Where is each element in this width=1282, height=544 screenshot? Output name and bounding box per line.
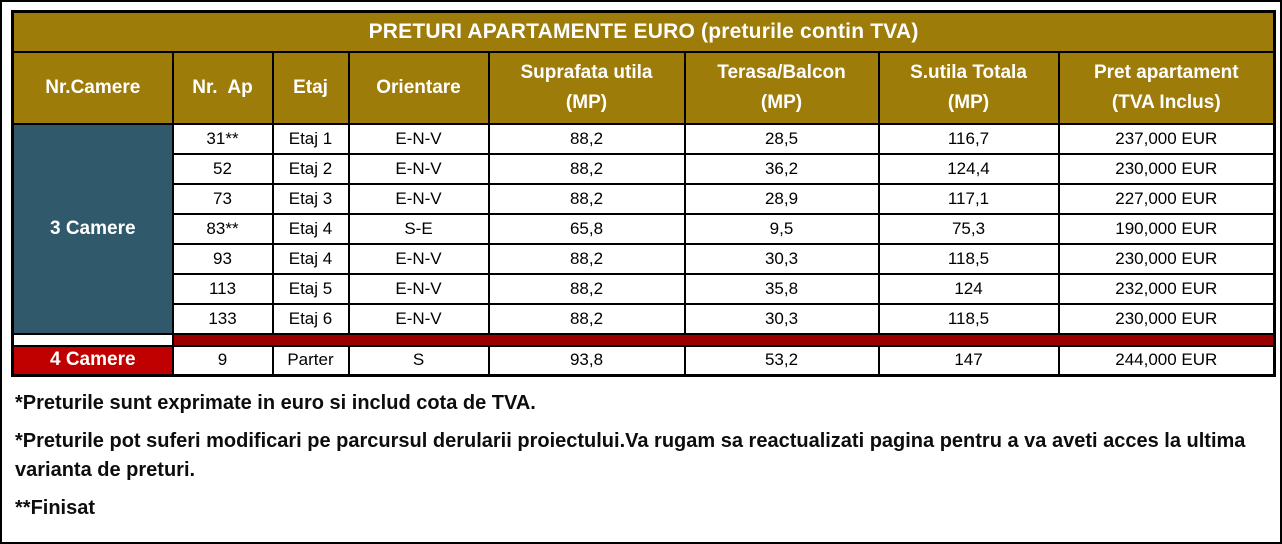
cell-etaj: Etaj 6 [271, 302, 350, 335]
table-row: 83** Etaj 4 S-E 65,8 9,5 75,3 190,000 EU… [13, 212, 1276, 245]
cell-terasa-balcon: 28,5 [683, 122, 880, 155]
cell-sutila-totala: 147 [877, 344, 1060, 377]
separator-bar [171, 332, 1276, 347]
cell-orientare: S-E [347, 212, 490, 245]
cell-pret: 237,000 EUR [1057, 122, 1276, 155]
cell-etaj: Etaj 4 [271, 212, 350, 245]
table-row: 73 Etaj 3 E-N-V 88,2 28,9 117,1 227,000 … [13, 182, 1276, 215]
header-line: S.utila Totala [910, 62, 1027, 84]
cell-sutila-totala: 118,5 [877, 302, 1060, 335]
separator-row [11, 332, 1276, 347]
column-header-terasa-balcon: Terasa/Balcon (MP) [683, 50, 880, 125]
column-header-suprafata-utila: Suprafata utila (MP) [487, 50, 686, 125]
apartment-price-table: PRETURI APARTAMENTE EURO (preturile cont… [11, 10, 1277, 377]
header-line: Orientare [376, 76, 461, 98]
group-label-4-camere: 4 Camere [11, 344, 174, 377]
table-row: 93 Etaj 4 E-N-V 88,2 30,3 118,5 230,000 … [13, 242, 1276, 275]
cell-terasa-balcon: 53,2 [683, 344, 880, 377]
cell-etaj: Etaj 5 [271, 272, 350, 305]
header-line: (TVA Inclus) [1111, 91, 1221, 113]
cell-orientare: E-N-V [347, 242, 490, 275]
table-row: 4 Camere 9 Parter S 93,8 53,2 147 244,00… [11, 344, 1276, 377]
header-line: Pret apartament [1093, 62, 1239, 84]
table-row: 113 Etaj 5 E-N-V 88,2 35,8 124 232,000 E… [13, 272, 1276, 305]
cell-suprafata-utila: 88,2 [487, 302, 686, 335]
cell-terasa-balcon: 36,2 [683, 152, 880, 185]
header-line: Nr. Ap [192, 76, 253, 98]
cell-pret: 230,000 EUR [1057, 242, 1276, 275]
cell-nr-ap: 133 [171, 302, 274, 335]
group-label-3-camere: 3 Camere [11, 122, 174, 335]
cell-terasa-balcon: 30,3 [683, 242, 880, 275]
column-header-pret-apartament: Pret apartament (TVA Inclus) [1057, 50, 1276, 125]
header-line: (MP) [565, 91, 608, 113]
cell-etaj: Etaj 4 [271, 242, 350, 275]
column-header-etaj: Etaj [271, 50, 350, 125]
cell-suprafata-utila: 88,2 [487, 152, 686, 185]
cell-suprafata-utila: 88,2 [487, 122, 686, 155]
separator-spacer [11, 332, 174, 347]
header-line: (MP) [947, 91, 990, 113]
cell-pret: 230,000 EUR [1057, 152, 1276, 185]
table-row: 133 Etaj 6 E-N-V 88,2 30,3 118,5 230,000… [13, 302, 1276, 335]
table-title: PRETURI APARTAMENTE EURO (preturile cont… [11, 10, 1276, 53]
table-row: 52 Etaj 2 E-N-V 88,2 36,2 124,4 230,000 … [13, 152, 1276, 185]
header-row: Nr.Camere Nr. Ap Etaj Orientare Suprafat… [11, 50, 1276, 125]
header-line: Etaj [293, 76, 328, 98]
cell-sutila-totala: 124,4 [877, 152, 1060, 185]
column-header-nr-ap: Nr. Ap [171, 50, 274, 125]
footnote-tva: *Preturile sunt exprimate in euro si inc… [15, 392, 536, 414]
column-header-nr-camere: Nr.Camere [11, 50, 174, 125]
cell-pret: 232,000 EUR [1057, 272, 1276, 305]
cell-orientare: E-N-V [347, 272, 490, 305]
header-line: Nr.Camere [45, 76, 141, 98]
cell-orientare: E-N-V [347, 182, 490, 215]
cell-orientare: E-N-V [347, 302, 490, 335]
cell-nr-ap: 52 [171, 152, 274, 185]
cell-terasa-balcon: 35,8 [683, 272, 880, 305]
cell-sutila-totala: 124 [877, 272, 1060, 305]
cell-orientare: E-N-V [347, 122, 490, 155]
cell-pret: 230,000 EUR [1057, 302, 1276, 335]
cell-orientare: E-N-V [347, 152, 490, 185]
cell-nr-ap: 9 [171, 344, 274, 377]
cell-sutila-totala: 116,7 [877, 122, 1060, 155]
header-line: Suprafata utila [520, 62, 653, 84]
cell-terasa-balcon: 9,5 [683, 212, 880, 245]
footnotes: *Preturile sunt exprimate in euro si inc… [11, 377, 1271, 523]
table-row: 3 Camere 31** Etaj 1 E-N-V 88,2 28,5 116… [11, 122, 1276, 335]
cell-sutila-totala: 117,1 [877, 182, 1060, 215]
cell-pret: 244,000 EUR [1057, 344, 1276, 377]
cell-pret: 190,000 EUR [1057, 212, 1276, 245]
cell-suprafata-utila: 93,8 [487, 344, 686, 377]
footnote-modificari: *Preturile pot suferi modificari pe parc… [15, 430, 1246, 481]
cell-suprafata-utila: 88,2 [487, 242, 686, 275]
cell-sutila-totala: 118,5 [877, 242, 1060, 275]
cell-suprafata-utila: 65,8 [487, 212, 686, 245]
cell-etaj: Parter [271, 344, 350, 377]
cell-suprafata-utila: 88,2 [487, 272, 686, 305]
title-row: PRETURI APARTAMENTE EURO (preturile cont… [11, 10, 1276, 53]
cell-terasa-balcon: 30,3 [683, 302, 880, 335]
cell-orientare: S [347, 344, 490, 377]
cell-nr-ap: 93 [171, 242, 274, 275]
cell-suprafata-utila: 88,2 [487, 182, 686, 215]
header-line: Terasa/Balcon [717, 62, 846, 84]
cell-etaj: Etaj 1 [271, 122, 350, 155]
header-line: (MP) [760, 91, 803, 113]
cell-nr-ap: 73 [171, 182, 274, 215]
cell-nr-ap: 83** [171, 212, 274, 245]
cell-terasa-balcon: 28,9 [683, 182, 880, 215]
cell-nr-ap: 113 [171, 272, 274, 305]
cell-nr-ap: 31** [171, 122, 274, 155]
cell-etaj: Etaj 3 [271, 182, 350, 215]
footnote-finisat: **Finisat [15, 497, 96, 519]
cell-etaj: Etaj 2 [271, 152, 350, 185]
cell-sutila-totala: 75,3 [877, 212, 1060, 245]
column-header-orientare: Orientare [347, 50, 490, 125]
cell-pret: 227,000 EUR [1057, 182, 1276, 215]
column-header-sutila-totala: S.utila Totala (MP) [877, 50, 1060, 125]
